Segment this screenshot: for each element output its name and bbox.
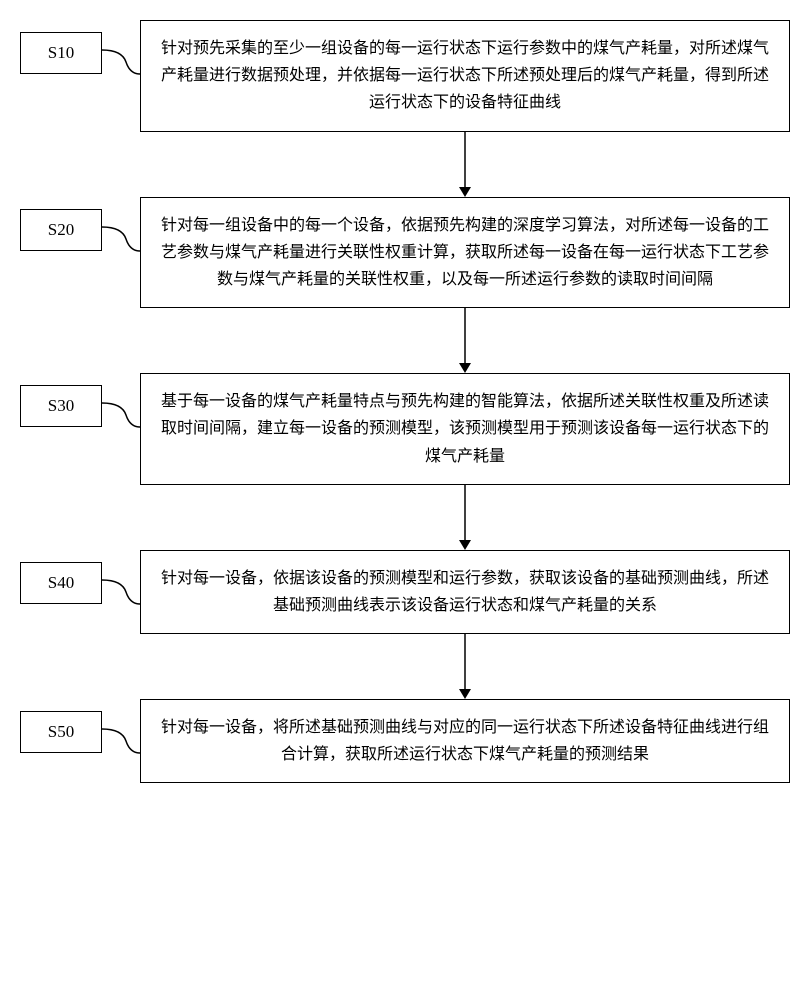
arrow-s10-s20 xyxy=(20,132,790,197)
step-label-s40: S40 xyxy=(20,562,102,604)
step-row-s10: S10 针对预先采集的至少一组设备的每一运行状态下运行参数中的煤气产耗量，对所述… xyxy=(20,20,790,132)
connector-curve-icon xyxy=(102,699,140,754)
flowchart-container: S10 针对预先采集的至少一组设备的每一运行状态下运行参数中的煤气产耗量，对所述… xyxy=(20,20,790,783)
step-row-s30: S30 基于每一设备的煤气产耗量特点与预先构建的智能算法，依据所述关联性权重及所… xyxy=(20,373,790,485)
step-label-s10: S10 xyxy=(20,32,102,74)
arrow-down-icon xyxy=(455,132,475,197)
connector-curve-icon xyxy=(102,550,140,605)
step-box-s20: 针对每一组设备中的每一个设备，依据预先构建的深度学习算法，对所述每一设备的工艺参… xyxy=(140,197,790,309)
arrow-down-icon xyxy=(455,308,475,373)
connector-s10 xyxy=(102,20,140,75)
arrow-down-icon xyxy=(455,634,475,699)
step-box-s40: 针对每一设备，依据该设备的预测模型和运行参数，获取该设备的基础预测曲线，所述基础… xyxy=(140,550,790,634)
arrow-s30-s40 xyxy=(20,485,790,550)
connector-s40 xyxy=(102,550,140,605)
step-box-s50: 针对每一设备，将所述基础预测曲线与对应的同一运行状态下所述设备特征曲线进行组合计… xyxy=(140,699,790,783)
arrow-down-icon xyxy=(455,485,475,550)
step-label-s20: S20 xyxy=(20,209,102,251)
step-box-s10: 针对预先采集的至少一组设备的每一运行状态下运行参数中的煤气产耗量，对所述煤气产耗… xyxy=(140,20,790,132)
connector-s50 xyxy=(102,699,140,754)
connector-s20 xyxy=(102,197,140,252)
connector-s30 xyxy=(102,373,140,428)
arrow-s40-s50 xyxy=(20,634,790,699)
step-row-s20: S20 针对每一组设备中的每一个设备，依据预先构建的深度学习算法，对所述每一设备… xyxy=(20,197,790,309)
arrow-s20-s30 xyxy=(20,308,790,373)
connector-curve-icon xyxy=(102,197,140,252)
step-box-s30: 基于每一设备的煤气产耗量特点与预先构建的智能算法，依据所述关联性权重及所述读取时… xyxy=(140,373,790,485)
connector-curve-icon xyxy=(102,373,140,428)
step-label-s50: S50 xyxy=(20,711,102,753)
step-label-s30: S30 xyxy=(20,385,102,427)
connector-curve-icon xyxy=(102,20,140,75)
step-row-s40: S40 针对每一设备，依据该设备的预测模型和运行参数，获取该设备的基础预测曲线，… xyxy=(20,550,790,634)
step-row-s50: S50 针对每一设备，将所述基础预测曲线与对应的同一运行状态下所述设备特征曲线进… xyxy=(20,699,790,783)
